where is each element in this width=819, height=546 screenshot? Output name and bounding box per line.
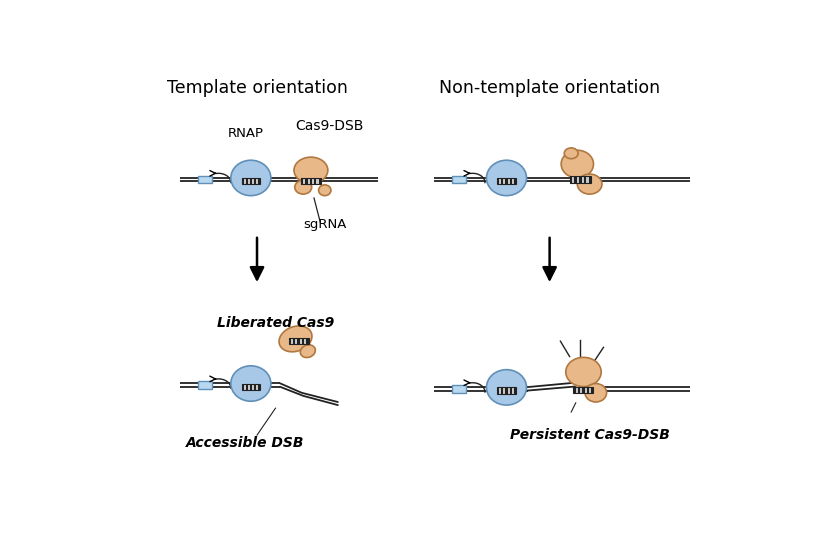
Ellipse shape [231,366,270,401]
Bar [242,178,243,184]
Bar [305,178,307,184]
Bar [310,178,312,184]
Bar [242,383,260,390]
Bar [297,338,299,345]
Bar [246,178,247,184]
Bar [572,387,593,393]
Ellipse shape [294,157,328,183]
Ellipse shape [565,357,600,387]
Bar [505,387,507,394]
Bar [301,338,304,345]
Bar [496,178,499,184]
Bar [254,178,256,184]
Bar [242,383,243,390]
Bar [586,387,588,393]
Text: Cas9-DSB: Cas9-DSB [295,118,363,133]
Bar [513,178,515,184]
Bar [509,178,511,184]
Ellipse shape [300,345,315,358]
Bar [578,176,581,182]
Bar [572,387,575,393]
Bar [258,178,260,184]
Bar [583,176,586,182]
Bar [496,387,499,394]
Bar [319,178,320,184]
Text: Liberated Cas9: Liberated Cas9 [216,317,333,330]
Ellipse shape [577,174,601,194]
Bar [500,387,503,394]
Bar [451,176,465,183]
Bar [246,383,247,390]
Bar [513,387,515,394]
Bar [301,178,320,184]
Text: Non-template orientation: Non-template orientation [438,79,659,97]
Bar [509,387,511,394]
Bar [301,178,303,184]
Bar [588,176,590,182]
Ellipse shape [231,160,270,195]
Bar [250,178,251,184]
Ellipse shape [319,185,331,195]
Bar [569,176,572,182]
Text: Template orientation: Template orientation [166,79,347,97]
Bar [569,176,590,182]
Text: RNAP: RNAP [227,127,263,140]
Bar [288,338,291,345]
Bar [288,338,308,345]
Bar [451,385,465,393]
Text: Accessible DSB: Accessible DSB [185,436,304,450]
Ellipse shape [560,150,593,178]
Bar [254,383,256,390]
Bar [496,178,515,184]
Bar [258,383,260,390]
Bar [500,178,503,184]
Ellipse shape [294,180,311,194]
Bar [197,176,211,183]
Bar [314,178,316,184]
Ellipse shape [563,148,577,159]
Bar [581,387,584,393]
Ellipse shape [486,370,526,405]
Text: Persistent Cas9-DSB: Persistent Cas9-DSB [509,428,669,442]
Ellipse shape [486,160,526,195]
Ellipse shape [584,383,606,402]
Bar [250,383,251,390]
Bar [505,178,507,184]
Bar [590,387,593,393]
Bar [242,178,260,184]
Bar [496,387,515,394]
Bar [577,387,580,393]
Text: sgRNA: sgRNA [303,218,346,230]
Bar [306,338,308,345]
Bar [574,176,576,182]
Bar [292,338,295,345]
Ellipse shape [278,326,311,352]
Bar [197,381,211,389]
